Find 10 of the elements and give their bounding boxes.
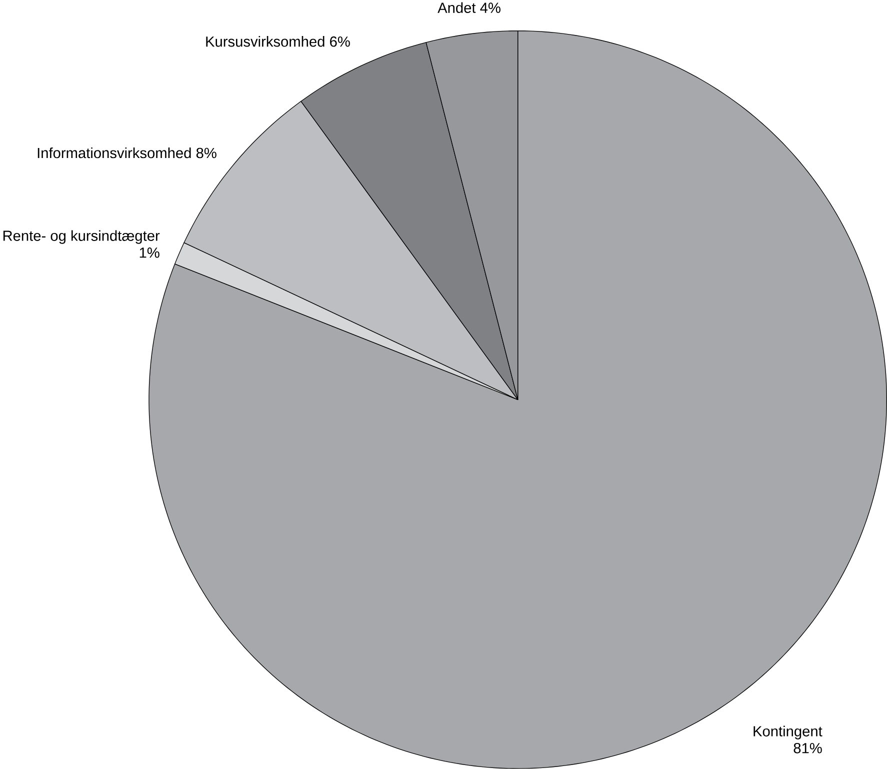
data-label: 6% [330,36,350,47]
data-label: 81% [794,743,822,754]
data-label: 8% [196,148,216,158]
data-label: 4% [480,2,500,13]
slice-label: Informationsvirksomhed [38,148,191,158]
slice-label: Rente- og kursindtægter [3,230,160,244]
slice-label: Kontingent [754,726,822,740]
slice-label: Andet [438,2,476,14]
slice-label: Kursusvirksomhed [206,36,324,47]
data-label: 1% [140,248,160,258]
